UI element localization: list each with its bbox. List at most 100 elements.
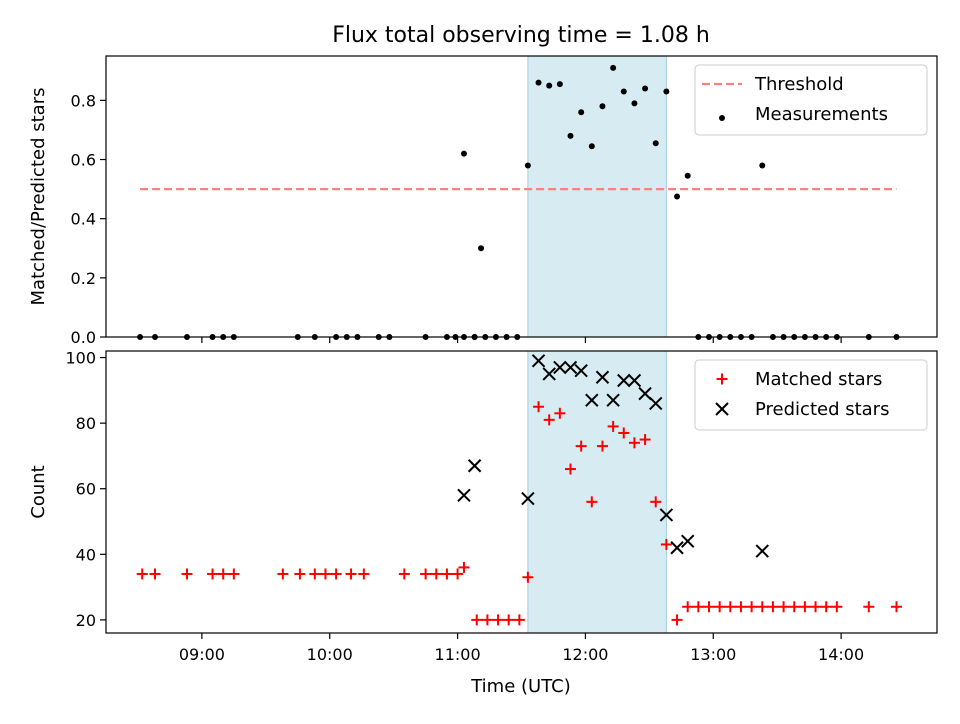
predicted-stars-point [542, 367, 556, 381]
matched-stars-point [309, 568, 321, 580]
legend-label: Matched stars [755, 369, 882, 390]
predicted-stars-point [585, 393, 599, 407]
y-tick-label: 0.4 [71, 210, 96, 229]
matched-stars-point [554, 407, 566, 419]
matched-stars-point [503, 614, 515, 626]
x-tick-label: 09:00 [179, 645, 225, 664]
y-tick-label: 60 [76, 480, 96, 499]
matched-stars-point [319, 568, 331, 580]
matched-stars-point [181, 568, 193, 580]
predicted-stars-point [563, 360, 578, 375]
matched-stars-point [628, 437, 640, 449]
matched-stars-point [586, 496, 598, 508]
legend-label: Measurements [755, 104, 888, 125]
matched-stars-point [810, 601, 822, 613]
measurement-point [652, 140, 659, 147]
highlight-span [527, 55, 667, 338]
matched-stars-point [671, 614, 683, 626]
matched-stars-point [543, 414, 555, 426]
matched-stars-point [820, 601, 832, 613]
y-tick-label: 0.0 [71, 328, 96, 347]
matched-stars-point [294, 568, 306, 580]
matched-stars-point [345, 568, 357, 580]
axes-frame [105, 350, 938, 634]
x-tick-label: 11:00 [435, 645, 481, 664]
matched-stars-point [452, 568, 464, 580]
predicted-stars-point [649, 396, 663, 411]
matched-stars-point [330, 568, 342, 580]
measurement-point [599, 103, 606, 110]
measurement-point [546, 82, 553, 89]
measurement-point [460, 150, 467, 157]
predicted-stars-point [531, 354, 546, 368]
predicted-stars-point [521, 491, 535, 506]
legend-matched-swatch [716, 373, 728, 385]
x-axis-label: Time (UTC) [470, 676, 571, 697]
x-tick-label: 13:00 [690, 645, 736, 664]
chart-title: Flux total observing time = 1.08 h [332, 23, 710, 48]
matched-stars-point [430, 568, 442, 580]
matched-stars-point [682, 601, 694, 613]
legend-predicted-swatch [715, 402, 729, 416]
matched-stars-point [207, 568, 219, 580]
y-tick-label: 100 [65, 349, 96, 368]
matched-stars-point [863, 601, 875, 613]
matched-stars-point [724, 601, 736, 613]
matched-stars-point [492, 614, 504, 626]
matched-stars-point [481, 614, 493, 626]
matched-stars-point [756, 601, 768, 613]
y-tick-label: 0.2 [71, 269, 96, 288]
measurement-point [684, 172, 691, 179]
matched-stars-point [217, 568, 229, 580]
measurement-point [759, 162, 766, 169]
predicted-stars-point [457, 488, 471, 502]
legend-measurements-swatch [719, 115, 725, 121]
predicted-stars-point [595, 370, 610, 384]
measurement-point [663, 88, 670, 95]
measurement-point [674, 193, 681, 200]
predicted-stars-point [627, 373, 642, 388]
predicted-stars-point [659, 508, 674, 522]
matched-stars-point [471, 614, 483, 626]
matched-stars-point [778, 601, 790, 613]
matched-stars-point [650, 496, 662, 508]
matched-stars-point [607, 420, 619, 432]
y-tick-label: 0.8 [71, 91, 96, 110]
matched-stars-point [692, 601, 704, 613]
legend-box [694, 64, 928, 136]
matched-stars-point [277, 568, 289, 580]
measurement-point [567, 132, 574, 139]
measurement-point [620, 88, 627, 95]
matched-stars-point [533, 401, 545, 413]
predicted-stars-point [670, 541, 684, 555]
measurement-point [556, 81, 563, 88]
matched-stars-point [596, 440, 608, 452]
measurement-point [588, 143, 595, 150]
matched-stars-point [522, 571, 534, 583]
predicted-stars-point [617, 373, 631, 388]
axes-frame [105, 55, 938, 338]
x-tick-label: 12:00 [562, 645, 608, 664]
matched-stars-point [575, 440, 587, 452]
matched-stars-point [799, 601, 811, 613]
y-tick-label: 80 [76, 414, 96, 433]
x-tick-label: 14:00 [818, 645, 864, 664]
predicted-stars-point [680, 534, 695, 548]
predicted-stars-point [467, 459, 482, 473]
matched-stars-point [831, 601, 843, 613]
matched-stars-point [660, 538, 672, 550]
highlight-span [527, 350, 667, 634]
matched-stars-point [788, 601, 800, 613]
matched-stars-point [458, 561, 470, 573]
predicted-stars-point [755, 544, 769, 558]
y-tick-label: 0.6 [71, 151, 96, 170]
matched-stars-point [420, 568, 432, 580]
x-tick-label: 10:00 [307, 645, 353, 664]
matched-stars-point [513, 614, 525, 626]
measurement-point [478, 245, 485, 252]
predicted-stars-point [574, 363, 588, 378]
legend-box [694, 359, 928, 431]
legend-label: Threshold [754, 74, 844, 95]
ratio-panel: 0.0 0.2 0.4 0.6 0.8 Matched/Predicted stars Th… [28, 55, 938, 347]
